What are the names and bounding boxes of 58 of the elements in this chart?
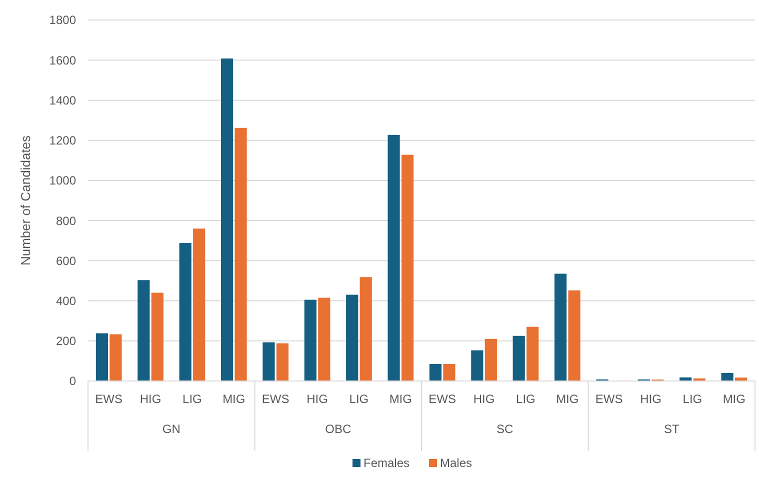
bar (138, 280, 150, 381)
y-tick-label: 1800 (49, 13, 76, 28)
bar (151, 292, 164, 381)
y-tick-label: 800 (56, 214, 76, 228)
bar (262, 342, 275, 381)
y-tick-label: 1000 (49, 174, 76, 188)
bar (96, 333, 108, 381)
bar (443, 364, 456, 381)
text: GN (162, 422, 180, 436)
text: OBC (325, 422, 352, 436)
bar (193, 228, 206, 381)
bar (471, 350, 484, 381)
y-tick-label: 200 (56, 334, 76, 348)
x-tick-label: MIG (222, 392, 246, 406)
legend-label: Males (440, 456, 472, 470)
x-tick-label: EWS (262, 392, 290, 406)
y-tick-label: 400 (56, 294, 76, 308)
bar (512, 336, 525, 381)
x-tick-label: LIG (682, 392, 702, 406)
x-tick-label: HIG (306, 392, 328, 406)
x-tick-label: HIG (140, 392, 162, 406)
text: ST (664, 422, 680, 436)
y-tick-label: 600 (56, 254, 76, 268)
x-tick-label: LIG (349, 392, 369, 406)
x-tick-label: EWS (428, 392, 456, 406)
bar (220, 58, 234, 381)
bar (526, 326, 539, 381)
y-tick-label: 1400 (49, 93, 76, 108)
bar (346, 294, 358, 381)
bar (276, 343, 289, 381)
x-tick-label: MIG (556, 392, 579, 406)
y-tick-label: 1600 (49, 53, 76, 68)
bar (568, 290, 580, 381)
bar (401, 154, 414, 381)
y-axis-title: Number of Candidates (18, 134, 33, 266)
bar (179, 243, 192, 381)
x-tick-label: EWS (595, 392, 623, 406)
x-tick-label: LIG (182, 392, 202, 406)
bar (388, 134, 400, 381)
x-tick-label: EWS (95, 392, 123, 406)
x-tick-label: MIG (389, 392, 412, 406)
legend-label: Females (364, 456, 410, 470)
x-tick-label: HIG (640, 392, 662, 406)
bar (554, 274, 567, 381)
bar (484, 338, 497, 381)
bar (721, 372, 734, 381)
x-tick-label: MIG (722, 392, 746, 406)
x-tick-label: HIG (473, 392, 495, 406)
bar (429, 364, 442, 381)
y-tick-label: 0 (69, 374, 76, 388)
text: SC (496, 422, 514, 436)
bar (318, 298, 330, 381)
y-tick-label: 1200 (49, 134, 76, 148)
bar (234, 128, 247, 381)
bar (360, 277, 372, 381)
bar (304, 300, 316, 381)
bar (110, 334, 122, 381)
x-tick-label: LIG (516, 392, 536, 406)
